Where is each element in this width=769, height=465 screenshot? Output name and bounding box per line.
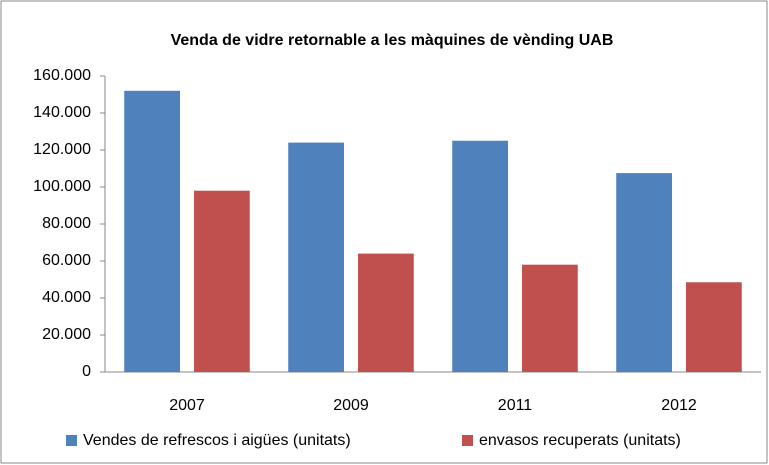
y-tick-label: 40.000 xyxy=(42,289,91,306)
bar xyxy=(616,173,672,372)
y-tick-label: 100.000 xyxy=(33,178,91,195)
bar xyxy=(686,282,742,372)
bar xyxy=(288,142,344,372)
legend-label: Vendes de refrescos i aigües (unitats) xyxy=(83,432,351,449)
x-tick-label: 2011 xyxy=(498,397,533,414)
y-tick-label: 160.000 xyxy=(33,67,91,84)
legend-swatch xyxy=(66,435,77,446)
x-tick-label: 2009 xyxy=(333,397,369,414)
chart-title: Venda de vidre retornable a les màquines… xyxy=(171,32,614,49)
bar xyxy=(194,190,250,372)
bar xyxy=(522,264,578,372)
x-tick-label: 2012 xyxy=(661,397,697,414)
y-tick-label: 0 xyxy=(82,363,91,380)
y-tick-label: 60.000 xyxy=(42,252,91,269)
y-tick-label: 120.000 xyxy=(33,141,91,158)
y-tick-label: 140.000 xyxy=(33,104,91,121)
legend-swatch xyxy=(462,435,473,446)
legend-label: envasos recuperats (unitats) xyxy=(479,432,681,449)
y-tick-label: 80.000 xyxy=(42,215,91,232)
bar xyxy=(124,90,180,373)
y-tick-label: 20.000 xyxy=(42,326,91,343)
bar xyxy=(358,253,414,372)
x-tick-label: 2007 xyxy=(169,397,205,414)
bar xyxy=(452,140,508,372)
